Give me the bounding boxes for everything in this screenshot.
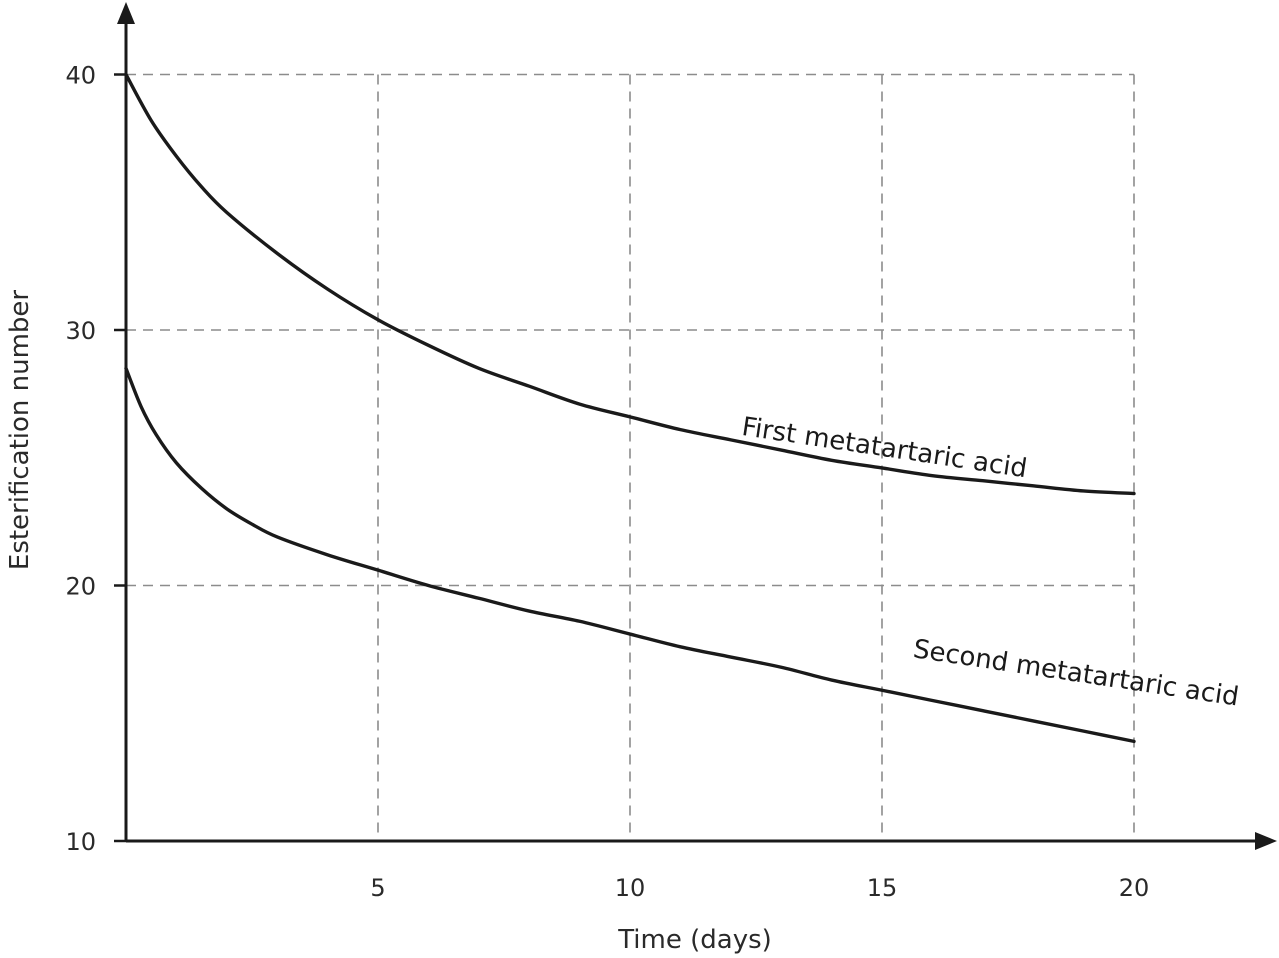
tick-labels: 10 20 30 40 5 10 15 20 <box>65 62 1149 903</box>
x-axis-arrowhead <box>1255 832 1277 850</box>
y-tick-label-20: 20 <box>65 573 96 601</box>
series-lines <box>124 72 1136 744</box>
x-tick-label-15: 15 <box>867 874 898 902</box>
series-label-first-metatartaric-acid: First metatartaric acid <box>740 412 1029 484</box>
series-line-second-metatartaric-acid <box>124 366 1136 744</box>
x-tick-label-10: 10 <box>615 874 646 902</box>
x-axis-title: Time (days) <box>617 925 772 955</box>
grid-lines <box>126 73 1135 841</box>
x-tick-label-5: 5 <box>370 874 385 902</box>
y-tick-label-40: 40 <box>65 62 96 90</box>
y-tick-label-30: 30 <box>65 317 96 345</box>
y-tick-label-10: 10 <box>65 828 96 856</box>
axes <box>117 2 1277 850</box>
y-axis-arrowhead <box>117 2 135 24</box>
series-label-second-metatartaric-acid: Second metatartaric acid <box>911 634 1241 712</box>
y-axis-title: Esterification number <box>5 290 35 571</box>
x-tick-label-20: 20 <box>1119 874 1150 902</box>
series-line-first-metatartaric-acid <box>124 72 1136 496</box>
